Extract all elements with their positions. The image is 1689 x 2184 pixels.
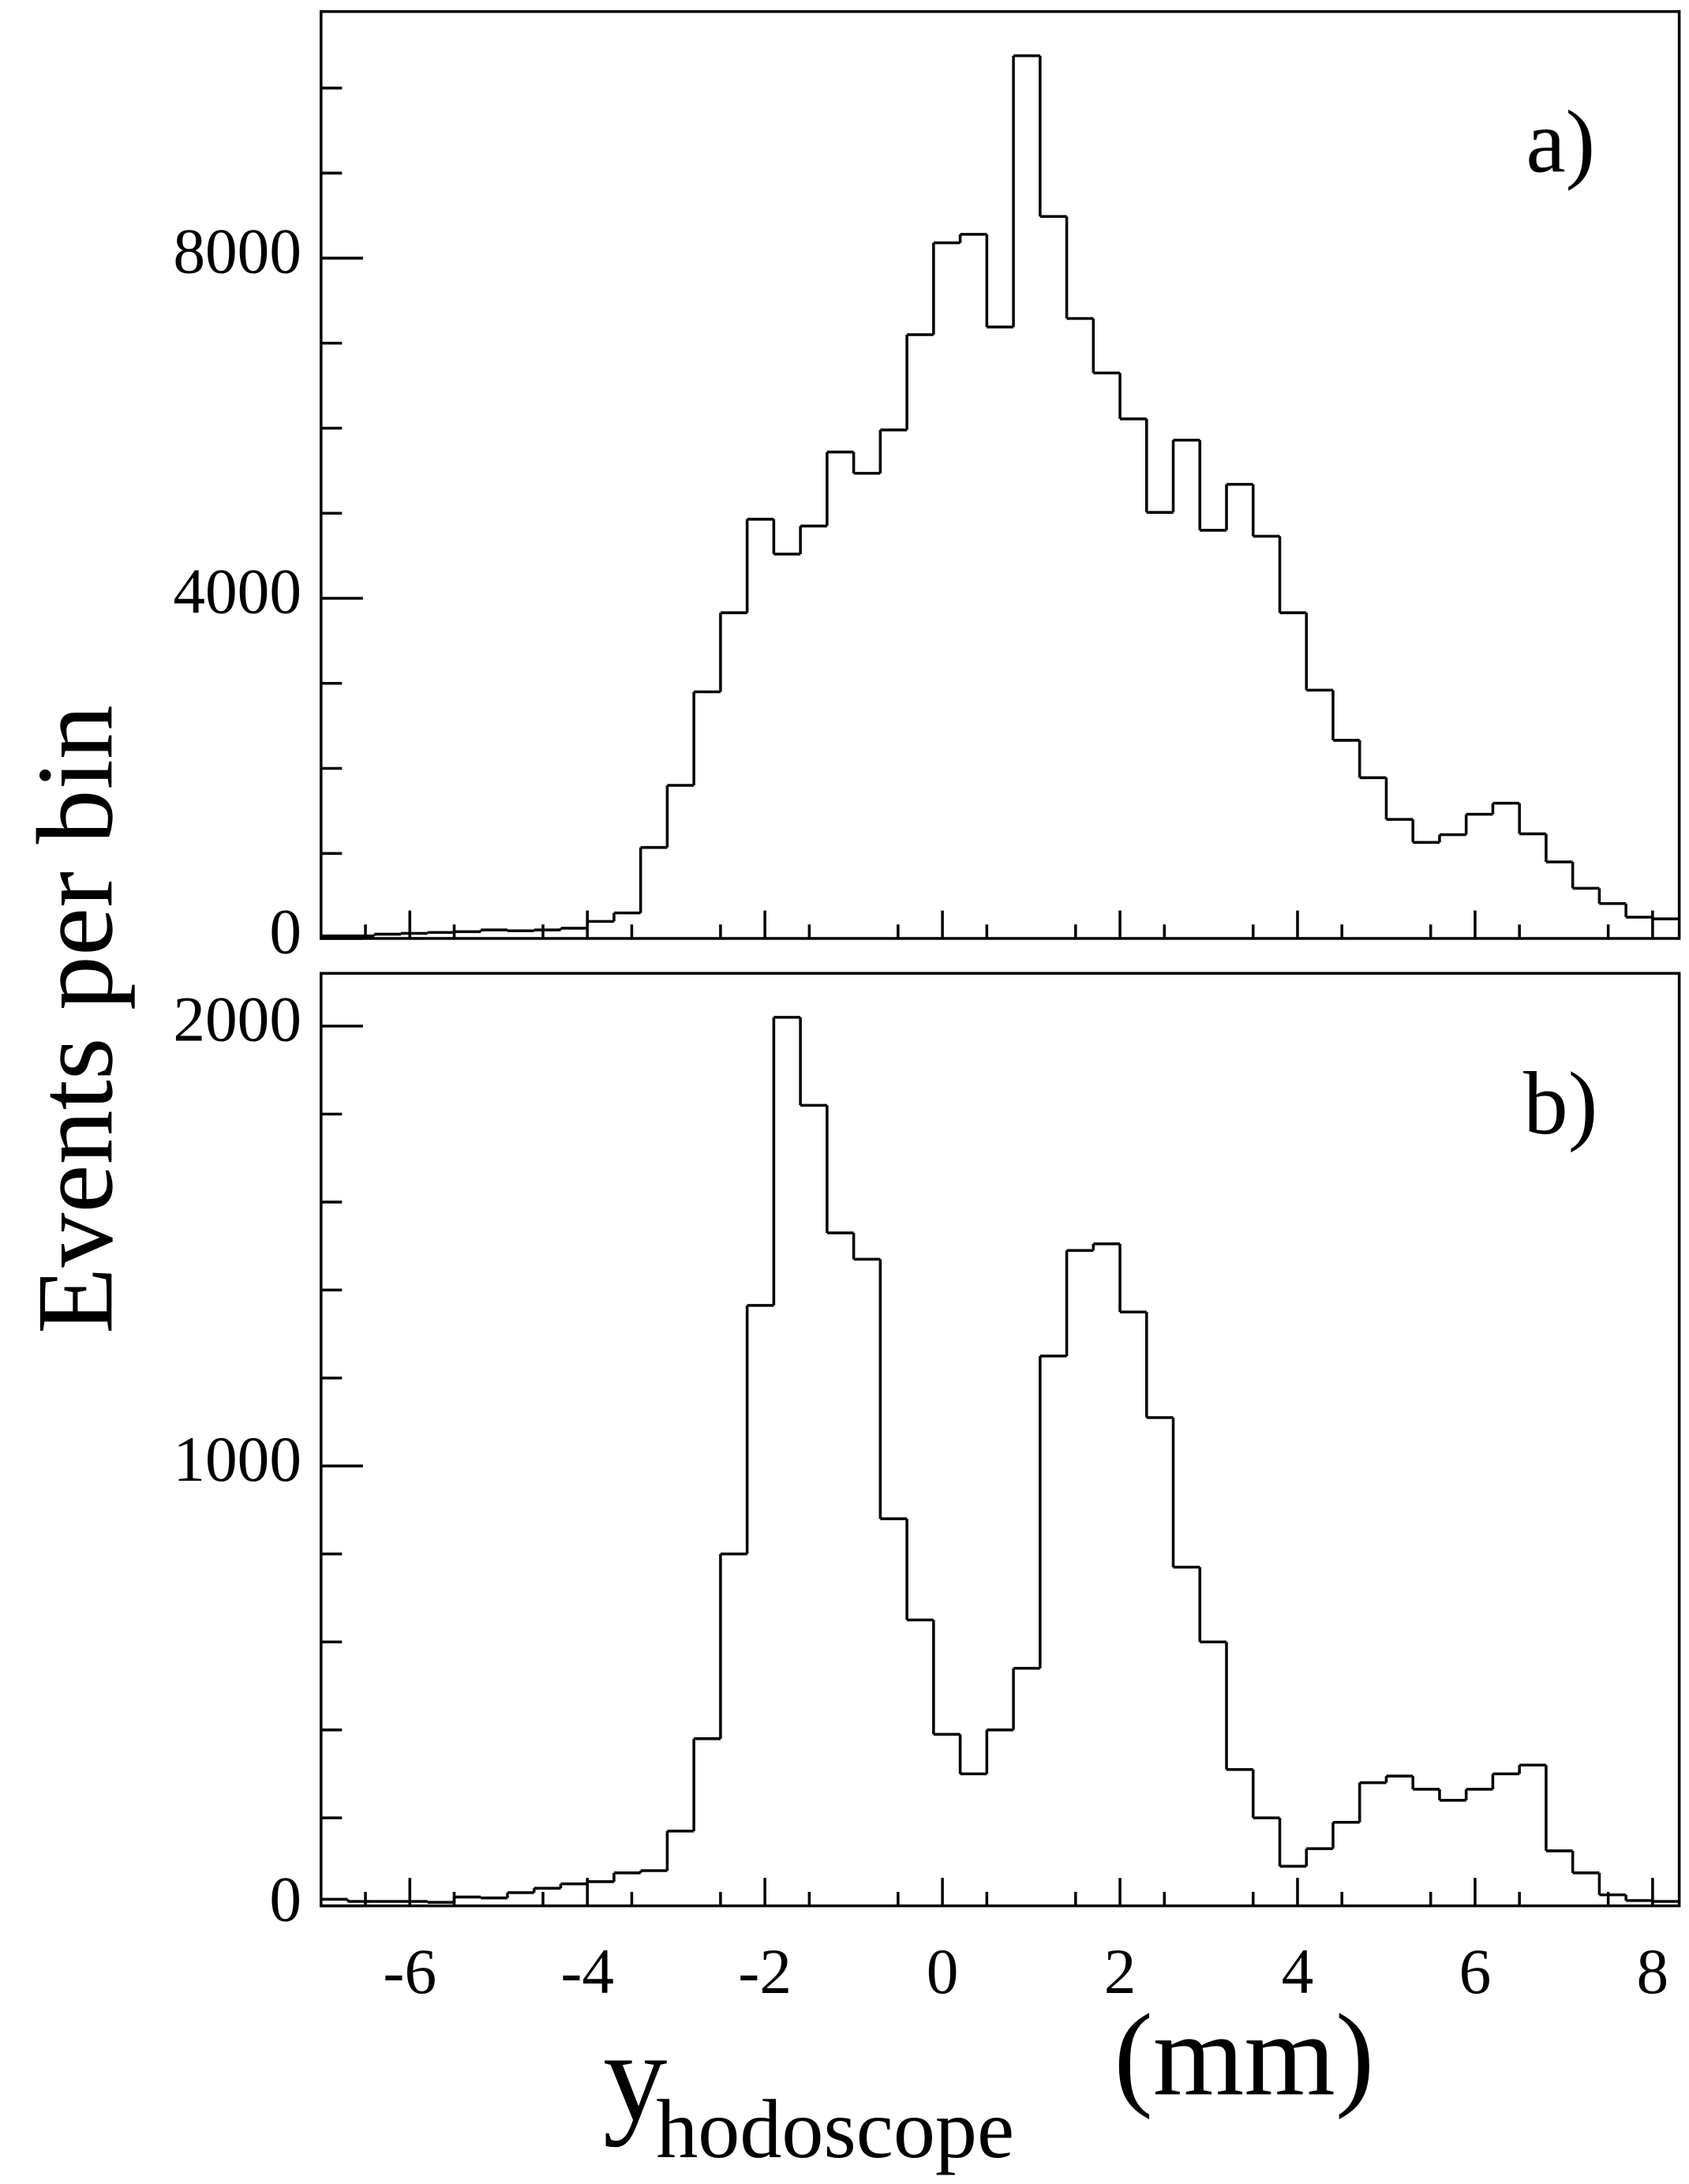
y-tick-label: 0 [269,897,301,968]
x-tick-label: 2 [1104,1936,1137,2007]
y-tick-label: 1000 [173,1424,301,1495]
x-axis-label: y [603,2006,667,2148]
y-tick-label: 2000 [173,984,301,1055]
x-tick-label: 4 [1282,1936,1314,2007]
x-tick-label: -4 [560,1936,614,2007]
y-tick-label: 8000 [173,216,301,287]
panel-annotation: a) [1526,92,1595,191]
x-axis-unit: (mm) [1114,1991,1374,2120]
x-tick-label: 0 [927,1936,959,2007]
y-axis-label: Events per bin [14,705,135,1334]
x-tick-label: -2 [738,1936,792,2007]
x-axis-label-subscript: hodoscope [656,2082,1014,2175]
y-tick-label: 0 [269,1864,301,1935]
plot-frame [320,9,1681,940]
y-tick-label: 4000 [173,556,301,627]
panel-annotation: b) [1523,1055,1597,1153]
x-tick-label: 8 [1637,1936,1669,2007]
plot-frame [320,972,1681,1908]
x-tick-label: -6 [383,1936,436,2007]
x-tick-label: 6 [1459,1936,1492,2007]
